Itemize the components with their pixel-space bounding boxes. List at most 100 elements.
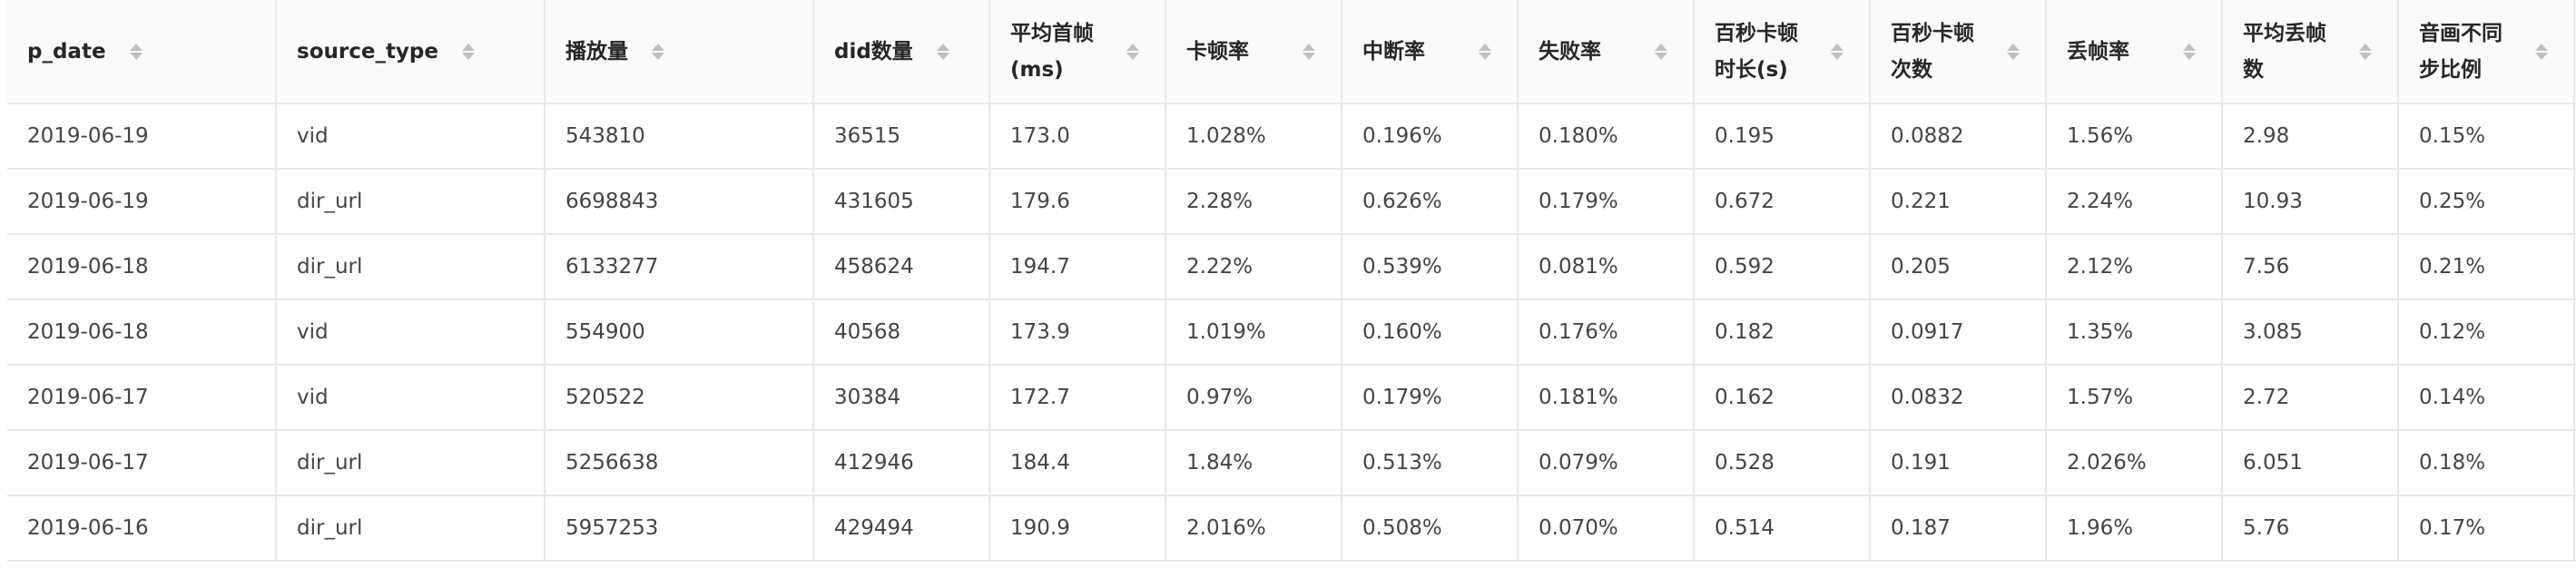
column-header-label: 平均丢帧 数 <box>2243 21 2326 82</box>
table-row[interactable]: 2019-06-19 vid 543810 36515 173.0 1.028% 0.196… <box>7 103 2576 169</box>
table-cell-avg-frame-drop: 2.72 <box>2222 365 2399 430</box>
table-cell-play-count: 520522 <box>545 365 814 430</box>
column-header-av-desync-ratio[interactable]: 音画不同 步比例 <box>2398 0 2575 103</box>
table-cell-stall-duration-per-100s: 0.162 <box>1694 365 1871 430</box>
column-header-content: 平均丢帧 数 <box>2243 15 2397 88</box>
table-cell-stall-count-per-100s: 0.191 <box>1870 430 2047 495</box>
column-header-fail-rate[interactable]: 失败率 <box>1518 0 1695 103</box>
sort-ascending-icon[interactable] <box>936 43 949 51</box>
column-header-label: 平均首帧 (ms) <box>1010 21 1094 82</box>
sort-caret-icon[interactable] <box>1655 43 1667 60</box>
column-header-label: p_date <box>27 39 106 64</box>
table-cell-source-type: dir_url <box>276 234 546 299</box>
table-row[interactable]: 2019-06-18 vid 554900 40568 173.9 1.019% 0.160… <box>7 299 2576 365</box>
sort-ascending-icon[interactable] <box>1303 43 1315 51</box>
table-header-row: p_date source_type 播放量 did数量 平均首帧 (ms) 卡顿率 中断率… <box>7 0 2576 103</box>
sort-caret-icon[interactable] <box>462 43 475 60</box>
table-cell-stall-rate: 0.97% <box>1165 365 1342 430</box>
sort-descending-icon[interactable] <box>2007 52 2020 60</box>
sort-descending-icon[interactable] <box>1655 52 1667 60</box>
sort-ascending-icon[interactable] <box>652 43 664 51</box>
sort-caret-icon[interactable] <box>1126 43 1139 60</box>
sort-caret-icon[interactable] <box>936 43 949 60</box>
table-cell-avg-first-frame: 184.4 <box>989 430 1166 495</box>
column-header-avg-first-frame[interactable]: 平均首帧 (ms) <box>989 0 1166 103</box>
sort-ascending-icon[interactable] <box>2535 43 2548 51</box>
sort-descending-icon[interactable] <box>2535 52 2548 60</box>
table-cell-avg-frame-drop: 7.56 <box>2222 234 2399 299</box>
sort-ascending-icon[interactable] <box>2007 43 2020 51</box>
table-row[interactable]: 2019-06-18 dir_url 6133277 458624 194.7 2.22%… <box>7 234 2576 299</box>
table-cell-interrupt-rate: 0.196% <box>1342 103 1519 169</box>
column-header-stall-count-per-100s[interactable]: 百秒卡顿 次数 <box>1870 0 2047 103</box>
sort-descending-icon[interactable] <box>936 52 949 60</box>
table-cell-stall-duration-per-100s: 0.592 <box>1694 234 1871 299</box>
column-header-play-count[interactable]: 播放量 <box>545 0 814 103</box>
sort-ascending-icon[interactable] <box>1831 43 1844 51</box>
sort-descending-icon[interactable] <box>462 52 475 60</box>
table-cell-source-type: vid <box>276 103 546 169</box>
sort-descending-icon[interactable] <box>2359 52 2372 60</box>
sort-ascending-icon[interactable] <box>1479 43 1491 51</box>
table-cell-p-date: 2019-06-18 <box>7 299 277 365</box>
column-header-p-date[interactable]: p_date <box>7 0 277 103</box>
sort-ascending-icon[interactable] <box>2183 43 2196 51</box>
sort-caret-icon[interactable] <box>2007 43 2020 60</box>
table-row[interactable]: 2019-06-17 vid 520522 30384 172.7 0.97% 0.179%… <box>7 365 2576 430</box>
column-header-label: 百秒卡顿 时长(s) <box>1715 21 1798 82</box>
column-header-content: 百秒卡顿 次数 <box>1891 15 2045 88</box>
sort-caret-icon[interactable] <box>2535 43 2548 60</box>
column-header-label: source_type <box>297 39 438 64</box>
table-cell-stall-duration-per-100s: 0.672 <box>1694 169 1871 234</box>
metrics-table: p_date source_type 播放量 did数量 平均首帧 (ms) 卡顿率 中断率… <box>7 0 2576 562</box>
sort-descending-icon[interactable] <box>1303 52 1315 60</box>
column-header-label: 播放量 <box>565 39 628 64</box>
sort-caret-icon[interactable] <box>1479 43 1491 60</box>
sort-descending-icon[interactable] <box>129 52 143 60</box>
table-cell-stall-rate: 1.019% <box>1165 299 1342 365</box>
table-cell-av-desync-ratio: 0.21% <box>2398 234 2575 299</box>
table-row[interactable]: 2019-06-17 dir_url 5256638 412946 184.4 1.84%… <box>7 430 2576 495</box>
column-header-label: did数量 <box>834 39 913 64</box>
column-header-source-type[interactable]: source_type <box>276 0 546 103</box>
sort-caret-icon[interactable] <box>2359 43 2372 60</box>
column-header-stall-rate[interactable]: 卡顿率 <box>1165 0 1342 103</box>
table-cell-stall-count-per-100s: 0.0832 <box>1870 365 2047 430</box>
table-cell-interrupt-rate: 0.160% <box>1342 299 1519 365</box>
sort-ascending-icon[interactable] <box>462 43 475 51</box>
sort-caret-icon[interactable] <box>1303 43 1315 60</box>
sort-caret-icon[interactable] <box>2183 43 2196 60</box>
table-cell-frame-drop-rate: 2.12% <box>2046 234 2223 299</box>
table-cell-interrupt-rate: 0.539% <box>1342 234 1519 299</box>
sort-ascending-icon[interactable] <box>1655 43 1667 51</box>
table-row[interactable]: 2019-06-16 dir_url 5957253 429494 190.9 2.016… <box>7 495 2576 561</box>
sort-descending-icon[interactable] <box>2183 52 2196 60</box>
sort-ascending-icon[interactable] <box>1126 43 1139 51</box>
table-cell-fail-rate: 0.179% <box>1518 169 1695 234</box>
column-header-stall-duration-per-100s[interactable]: 百秒卡顿 时长(s) <box>1694 0 1871 103</box>
column-header-did-count[interactable]: did数量 <box>813 0 990 103</box>
sort-caret-icon[interactable] <box>652 43 664 60</box>
table-cell-interrupt-rate: 0.513% <box>1342 430 1519 495</box>
sort-descending-icon[interactable] <box>1126 52 1139 60</box>
table-cell-did-count: 458624 <box>813 234 990 299</box>
column-header-interrupt-rate[interactable]: 中断率 <box>1342 0 1519 103</box>
sort-caret-icon[interactable] <box>1831 43 1844 60</box>
table-cell-stall-count-per-100s: 0.205 <box>1870 234 2047 299</box>
sort-ascending-icon[interactable] <box>2359 43 2372 51</box>
table-cell-fail-rate: 0.176% <box>1518 299 1695 365</box>
sort-caret-icon[interactable] <box>129 43 143 60</box>
table-cell-fail-rate: 0.070% <box>1518 495 1695 561</box>
sort-descending-icon[interactable] <box>1831 52 1844 60</box>
table-cell-interrupt-rate: 0.508% <box>1342 495 1519 561</box>
table-row[interactable]: 2019-06-19 dir_url 6698843 431605 179.6 2.28%… <box>7 169 2576 234</box>
table-cell-source-type: vid <box>276 299 546 365</box>
column-header-frame-drop-rate[interactable]: 丢帧率 <box>2046 0 2223 103</box>
sort-descending-icon[interactable] <box>1479 52 1491 60</box>
column-header-content: 失败率 <box>1539 34 1693 70</box>
sort-ascending-icon[interactable] <box>129 43 143 51</box>
sort-descending-icon[interactable] <box>652 52 664 60</box>
column-header-content: 百秒卡顿 时长(s) <box>1715 15 1869 88</box>
table-cell-p-date: 2019-06-17 <box>7 365 277 430</box>
column-header-avg-frame-drop[interactable]: 平均丢帧 数 <box>2222 0 2399 103</box>
